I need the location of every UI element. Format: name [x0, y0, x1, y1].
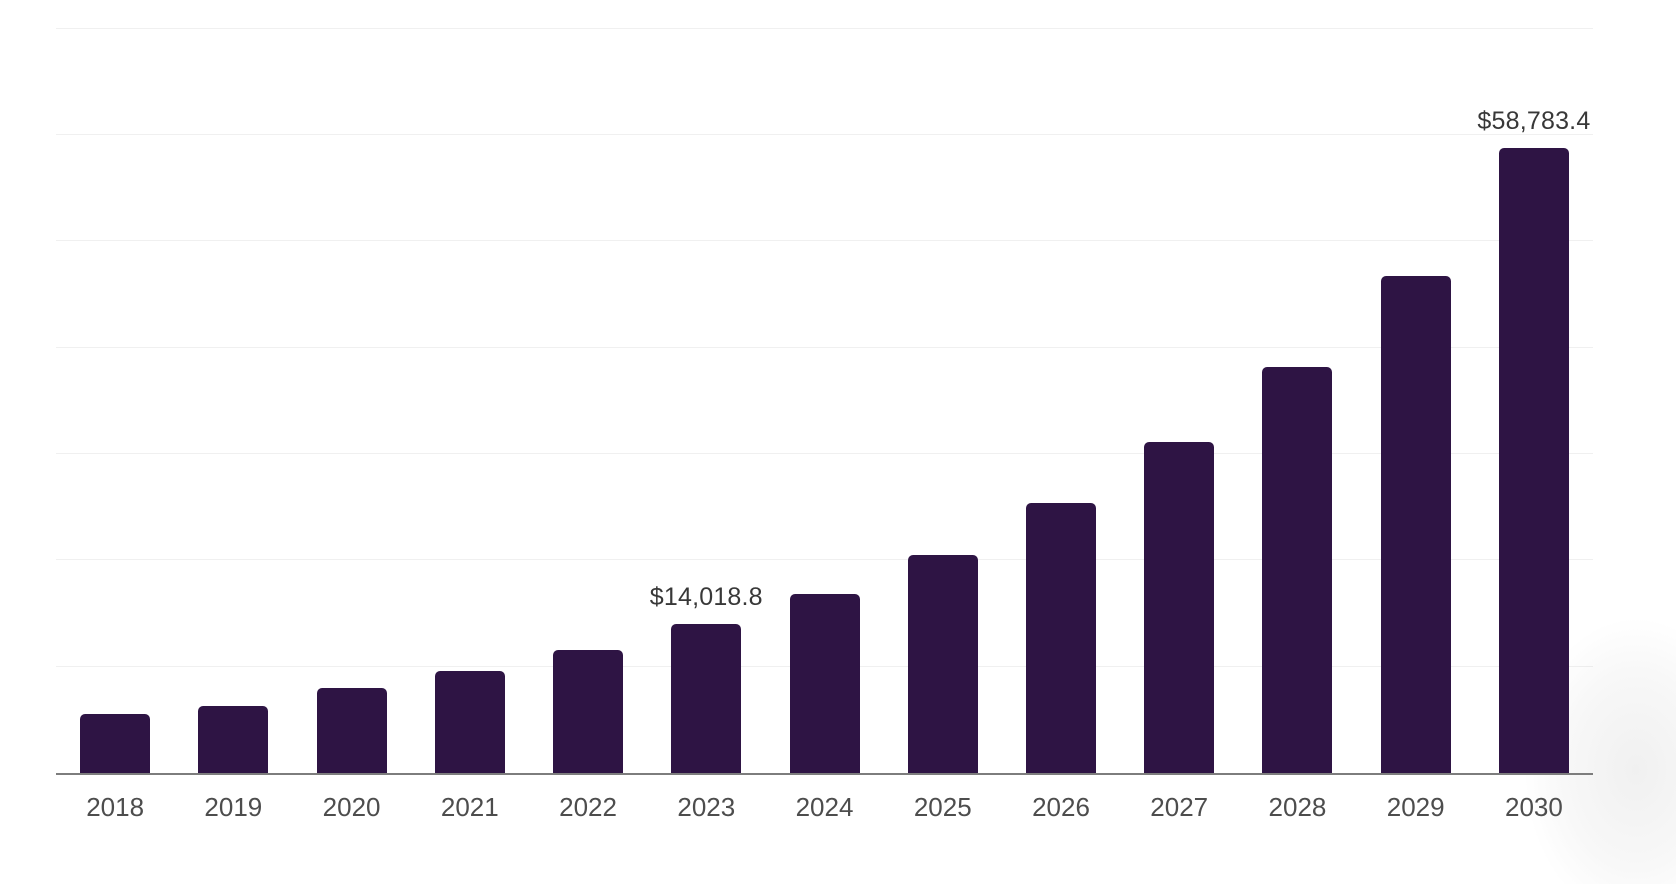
- bar-2019: [198, 706, 269, 773]
- x-tick-2028: 2028: [1268, 792, 1327, 822]
- bar-2020: [316, 688, 387, 773]
- bar-2025: [907, 555, 978, 773]
- bar-slot-2029: [1357, 20, 1475, 773]
- x-tick-2024: 2024: [795, 792, 854, 822]
- x-tick-2027: 2027: [1150, 792, 1209, 822]
- gridline: [56, 134, 1593, 136]
- x-tick-2029: 2029: [1386, 792, 1445, 822]
- bar-2023: [671, 624, 742, 773]
- x-tick-2026: 2026: [1032, 792, 1090, 822]
- x-tick-2030: 2030: [1505, 792, 1563, 822]
- gridline: [56, 453, 1593, 455]
- x-tick-2018: 2018: [86, 792, 145, 822]
- x-tick-2019: 2019: [204, 792, 263, 822]
- bar-slot-2019: [174, 20, 292, 773]
- x-axis-tick-labels: 2018 2019 2020 2021 2022 2023 2024 2025 2026 2027…: [56, 775, 1593, 823]
- bar-2029: [1380, 275, 1451, 773]
- bars-row: $14,018.8 $58,783.4: [56, 20, 1593, 773]
- bar-2030: [1498, 148, 1569, 773]
- x-tick-2023: 2023: [677, 792, 736, 822]
- gridline: [56, 346, 1593, 348]
- plot-area: $14,018.8 $58,783.4: [56, 20, 1593, 775]
- bar-slot-2027: [1120, 20, 1238, 773]
- bar-2021: [434, 670, 505, 773]
- bar-2026: [1025, 503, 1096, 773]
- bar-slot-2023: $14,018.8: [647, 20, 765, 773]
- gridline: [56, 240, 1593, 242]
- bar-slot-2021: [411, 20, 529, 773]
- value-label-2023: $14,018.8: [649, 583, 763, 611]
- gridline: [56, 559, 1593, 561]
- bar-slot-2020: [292, 20, 410, 773]
- value-label-2030: $58,783.4: [1477, 107, 1591, 136]
- bar-2024: [789, 594, 860, 773]
- bar-slot-2018: [56, 20, 174, 773]
- bar-slot-2030: $58,783.4: [1475, 20, 1593, 773]
- bar-slot-2022: [529, 20, 647, 773]
- bar-slot-2028: [1238, 20, 1356, 773]
- x-tick-2022: 2022: [559, 792, 617, 822]
- gridline: [56, 27, 1593, 29]
- bar-slot-2026: [1002, 20, 1120, 773]
- x-tick-2025: 2025: [913, 792, 972, 822]
- x-axis-line: [56, 773, 1593, 775]
- bar-2022: [553, 649, 624, 773]
- bar-slot-2025: [884, 20, 1002, 773]
- x-tick-2021: 2021: [440, 792, 499, 822]
- bar-2018: [80, 713, 151, 773]
- bar-2028: [1262, 366, 1333, 773]
- bar-2027: [1144, 442, 1215, 773]
- x-tick-2020: 2020: [322, 792, 381, 822]
- bar-slot-2024: [765, 20, 883, 773]
